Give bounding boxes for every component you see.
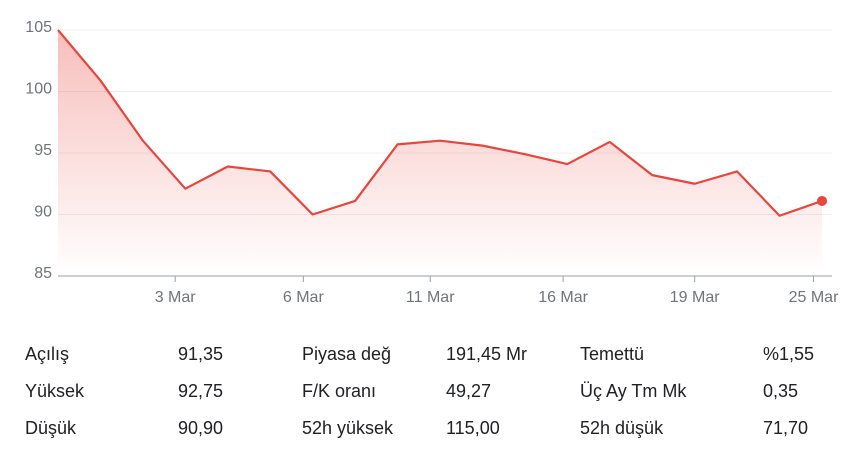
area-fill — [58, 30, 822, 276]
price-line — [57, 29, 823, 217]
stat-value: 191,45 Mr — [446, 344, 527, 364]
stat-label: Açılış — [25, 344, 69, 364]
stat-label: F/K oranı — [302, 381, 376, 401]
y-tick-label: 85 — [34, 265, 52, 282]
y-tick-label: 100 — [25, 81, 52, 98]
stat-value: 49,27 — [446, 381, 491, 401]
y-tick-label: 105 — [25, 19, 52, 36]
x-tick-label: 6 Mar — [283, 289, 325, 306]
x-tick-label: 19 Mar — [670, 289, 720, 306]
stat-label: Düşük — [25, 418, 77, 438]
stat-label: Temettü — [580, 344, 644, 364]
y-tick-label: 95 — [34, 142, 52, 159]
stat-value: 115,00 — [446, 418, 500, 438]
x-tick-label: 3 Mar — [155, 289, 197, 306]
stat-value: 91,35 — [178, 344, 223, 364]
x-tick-label: 11 Mar — [406, 289, 455, 306]
x-tick-label: 16 Mar — [538, 289, 588, 306]
stat-value: 0,35 — [763, 381, 798, 401]
stat-label: 52h yüksek — [302, 418, 394, 438]
stat-label: Yüksek — [25, 381, 85, 401]
x-tick-label: 25 Mar — [789, 289, 839, 306]
last-point — [817, 195, 827, 206]
y-tick-label: 90 — [34, 204, 52, 221]
stat-label: 52h düşük — [580, 418, 664, 438]
stat-value: %1,55 — [763, 344, 814, 364]
stat-label: Üç Ay Tm Mk — [580, 381, 687, 401]
stat-label: Piyasa değ — [302, 344, 391, 364]
stat-value: 92,75 — [178, 381, 223, 401]
stat-value: 71,70 — [763, 418, 808, 438]
stat-value: 90,90 — [178, 418, 223, 438]
